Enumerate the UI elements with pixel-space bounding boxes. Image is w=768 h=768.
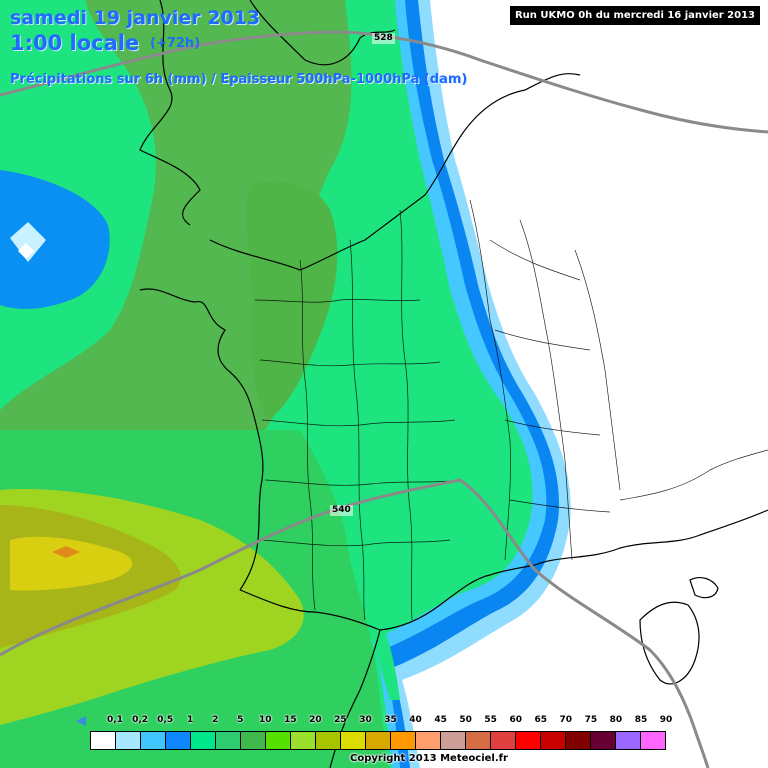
legend-swatch [91, 732, 116, 749]
legend-swatch [341, 732, 366, 749]
legend-swatch [641, 732, 665, 749]
legend-swatch [416, 732, 441, 749]
legend-swatch [266, 732, 291, 749]
legend-label: 1 [187, 715, 194, 725]
precip-field-blue-west-dot [18, 243, 34, 259]
isoline-528-label: 528 [372, 33, 395, 44]
legend-swatch [166, 732, 191, 749]
legend-label: 0,2 [132, 715, 149, 725]
legend-label: 90 [659, 715, 673, 725]
region-borders [254, 199, 768, 621]
legend-swatch [241, 732, 266, 749]
legend-label: 70 [559, 715, 573, 725]
legend-label: 0,5 [157, 715, 174, 725]
legend-label: 50 [459, 715, 472, 725]
legend-label: 55 [484, 715, 497, 725]
legend-swatch [591, 732, 616, 749]
legend-label: 60 [509, 715, 522, 725]
legend-label: 25 [334, 715, 347, 725]
legend-label: 85 [634, 715, 648, 725]
legend-label: 30 [359, 715, 372, 725]
forecast-lead: (+72h) [150, 36, 201, 51]
legend-swatch [291, 732, 316, 749]
legend-swatch [566, 732, 591, 749]
legend-label: 40 [409, 715, 422, 725]
precip-field-blue-west-core [10, 222, 46, 262]
legend-swatch [466, 732, 491, 749]
map-date: samedi 19 janvier 2013 [10, 7, 261, 29]
precip-field-blue-west [0, 170, 110, 309]
legend-swatch [616, 732, 641, 749]
land-no-precip [402, 0, 768, 768]
isoline-540 [0, 478, 710, 768]
legend-swatch [141, 732, 166, 749]
legend-swatch [216, 732, 241, 749]
legend-label: 2 [212, 715, 219, 725]
legend-label: 65 [534, 715, 548, 725]
legend-labels: 0,1 0,2 0,5 1 2 5 10 15 20 25 30 35 40 45 50 55 60 65 70 75… [90, 715, 672, 727]
precip-field-green-southeast [300, 420, 465, 700]
isoline-528 [0, 30, 768, 134]
legend-label: 75 [584, 715, 598, 725]
legend-label: 45 [434, 715, 447, 725]
isoline-540-label: 540 [330, 505, 353, 516]
legend-arrow-icon [76, 716, 86, 726]
legend-swatch [441, 732, 466, 749]
legend-label: 20 [309, 715, 322, 725]
legend-swatch [516, 732, 541, 749]
legend-swatch [391, 732, 416, 749]
precip-field-yellow-core [10, 536, 133, 591]
legend-label: 0,1 [107, 715, 123, 725]
legend-swatch [491, 732, 516, 749]
legend-swatch [191, 732, 216, 749]
map-subtitle: Précipitations sur 6h (mm) / Epaisseur 5… [10, 72, 468, 87]
copyright: Copyright 2013 Meteociel.fr [350, 753, 508, 764]
legend-colorbar [90, 731, 666, 750]
legend-label: 10 [259, 715, 272, 725]
map-time: 1:00 locale [10, 31, 140, 55]
legend-label: 5 [237, 715, 244, 725]
legend-swatch [116, 732, 141, 749]
run-info: Run UKMO 0h du mercredi 16 janvier 2013 [510, 6, 760, 25]
coastlines [139, 0, 768, 768]
legend-swatch [316, 732, 341, 749]
legend-label: 35 [384, 715, 397, 725]
legend-label: 15 [284, 715, 297, 725]
legend-swatch [541, 732, 566, 749]
legend-swatch [366, 732, 391, 749]
legend-label: 80 [609, 715, 623, 725]
precip-field-orange-core [52, 546, 80, 558]
